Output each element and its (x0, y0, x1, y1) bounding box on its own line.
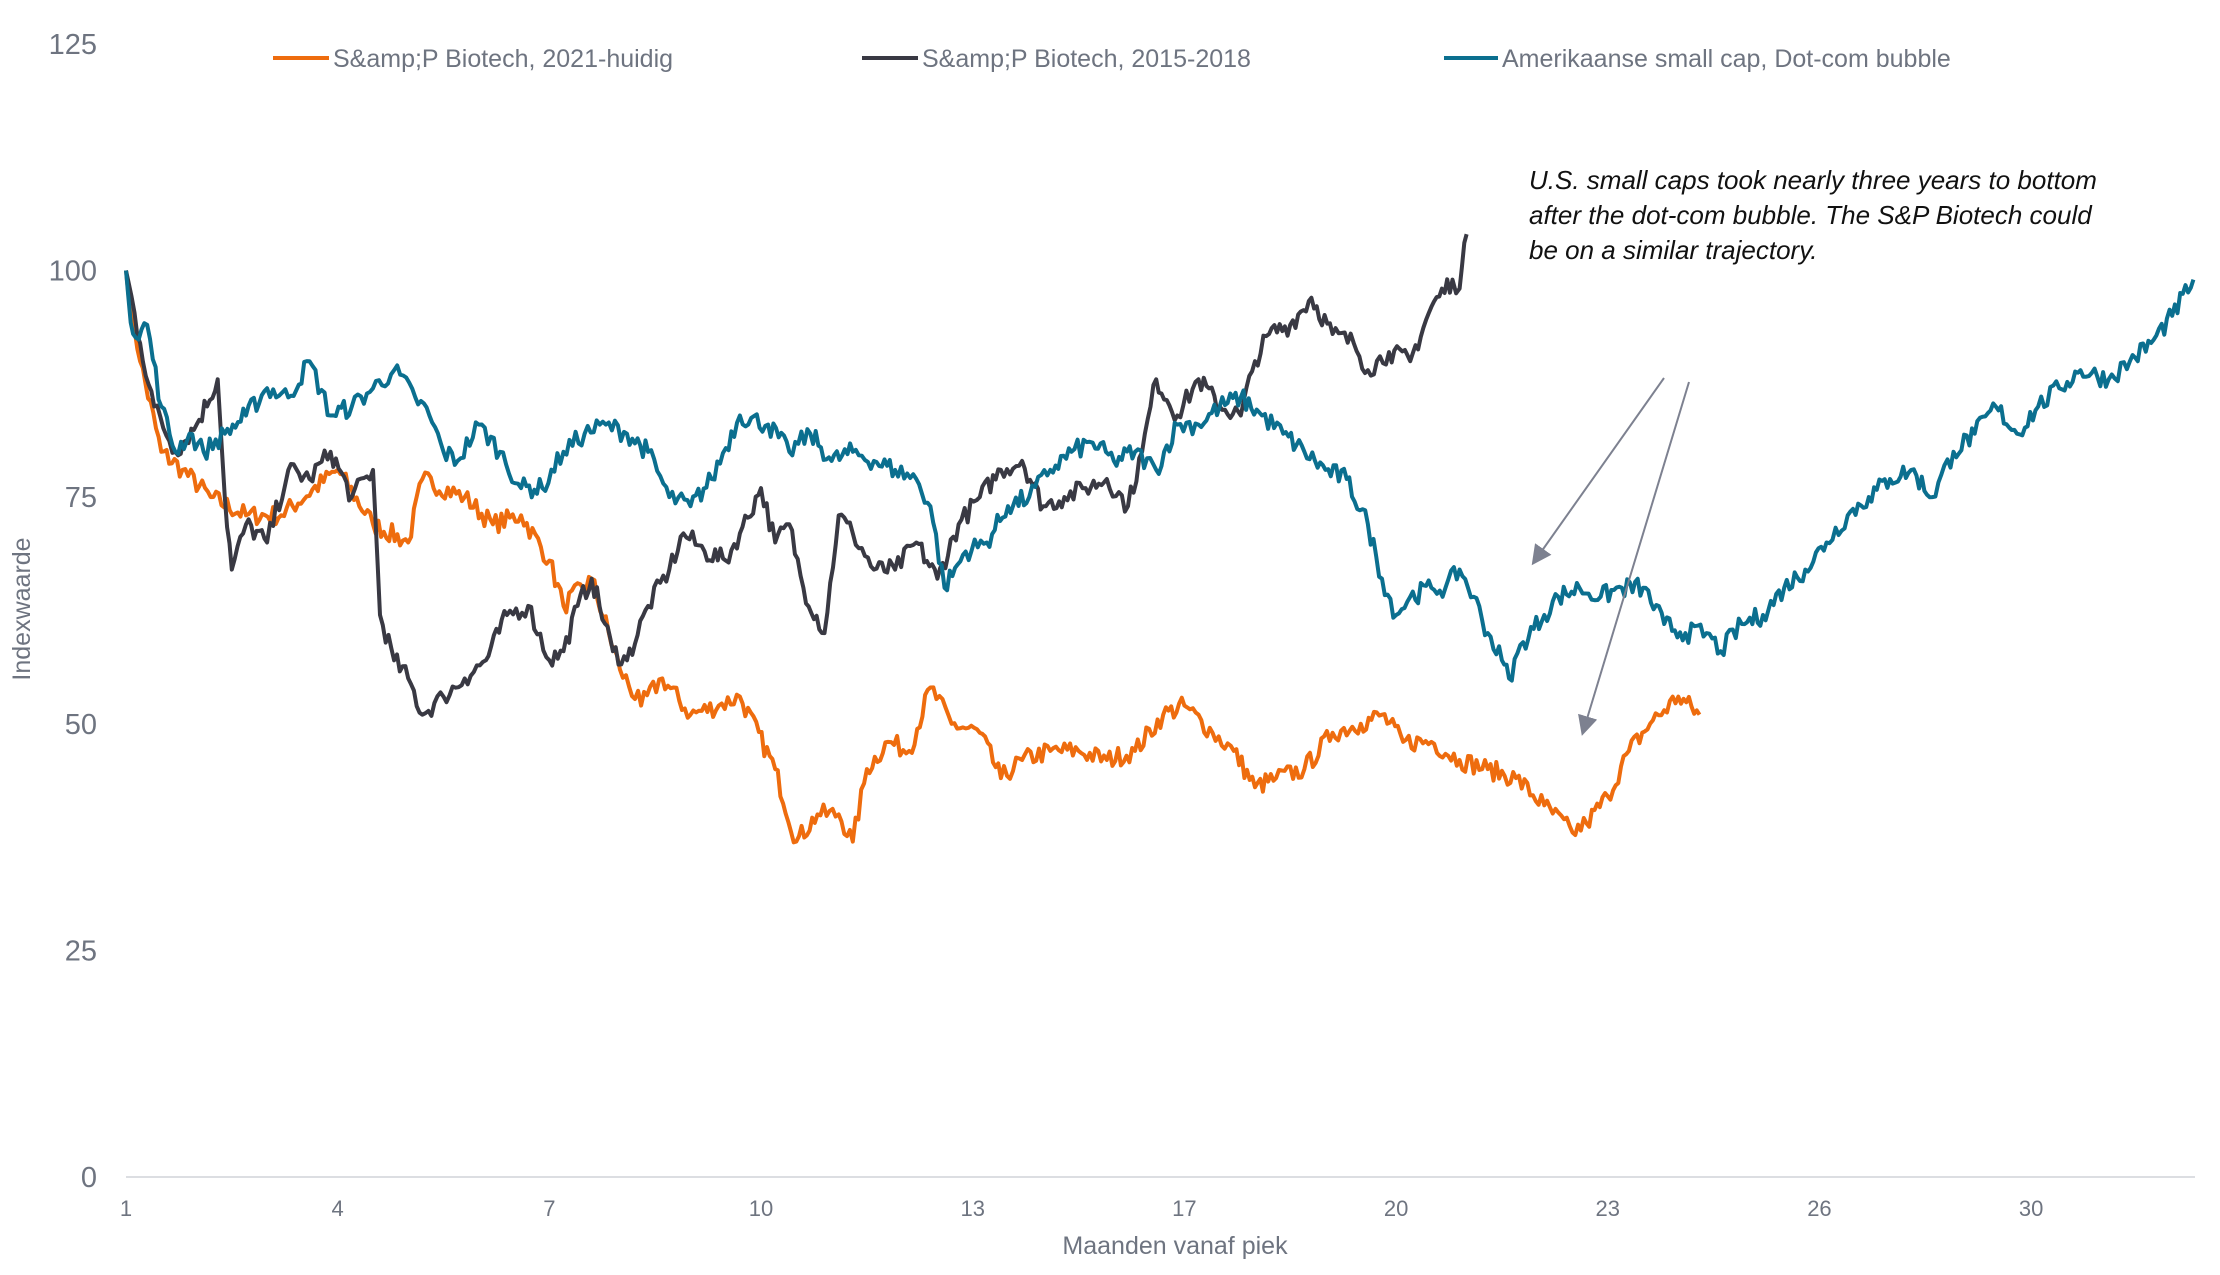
y-axis-title: Indexwaarde (8, 537, 36, 680)
x-tick-label: 20 (1384, 1196, 1408, 1221)
x-tick-label: 4 (332, 1196, 344, 1221)
x-tick-label: 1 (120, 1196, 132, 1221)
annotation-arrow (1531, 377, 1665, 566)
legend-label: S&amp;P Biotech, 2021-huidig (333, 45, 673, 73)
legend-label: S&amp;P Biotech, 2015-2018 (922, 45, 1251, 73)
y-tick-label: 100 (49, 256, 97, 288)
y-tick-label: 50 (65, 709, 97, 741)
y-tick-label: 0 (81, 1162, 97, 1194)
annotation-line: after the dot-com bubble. The S&P Biotec… (1529, 200, 2093, 230)
series-line-0 (124, 270, 1702, 845)
y-tick-label: 125 (49, 29, 97, 61)
x-tick-label: 13 (960, 1196, 984, 1221)
annotation-line: be on a similar trajectory. (1529, 235, 1818, 265)
x-tick-label: 26 (1807, 1196, 1831, 1221)
y-tick-label: 75 (65, 482, 97, 514)
legend-label: Amerikaanse small cap, Dot-com bubble (1502, 45, 1951, 73)
x-tick-label: 30 (2019, 1196, 2043, 1221)
x-tick-label: 7 (543, 1196, 555, 1221)
x-tick-label: 10 (749, 1196, 773, 1221)
x-axis-title: Maanden vanaf piek (1062, 1232, 1288, 1260)
y-tick-label: 25 (65, 935, 97, 967)
x-tick-label: 23 (1596, 1196, 1620, 1221)
series-line-2 (124, 270, 2196, 683)
x-tick-label: 17 (1172, 1196, 1196, 1221)
series-line-1 (124, 233, 1469, 718)
annotation: U.S. small caps took nearly three years … (1529, 165, 2097, 265)
annotation-line: U.S. small caps took nearly three years … (1529, 165, 2097, 195)
annotation-arrow (1578, 381, 1690, 736)
